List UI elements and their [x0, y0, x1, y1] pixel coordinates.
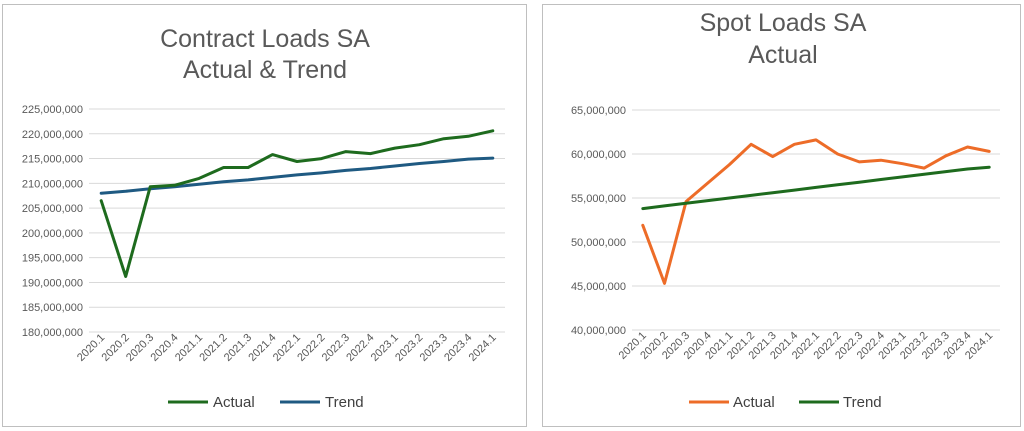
y-tick-label: 200,000,000 — [22, 228, 83, 240]
data-point-actual — [988, 150, 990, 152]
y-tick-label: 195,000,000 — [22, 253, 83, 265]
y-tick-label: 55,000,000 — [571, 193, 626, 205]
data-point-actual — [320, 158, 322, 160]
data-point-trend — [815, 186, 817, 188]
contract-loads-chart: Contract Loads SA Actual & Trend 180,000… — [22, 25, 505, 411]
data-point-trend — [296, 174, 298, 176]
data-point-trend — [945, 171, 947, 173]
spot-loads-chart: Spot Loads SA Actual 40,000,000 45,000,00… — [571, 9, 1000, 411]
y-tick-label: 205,000,000 — [22, 203, 83, 215]
series-line-actual — [641, 138, 991, 285]
data-point-trend — [223, 181, 225, 183]
legend-label-actual: Actual — [733, 394, 775, 411]
data-point-actual — [728, 164, 730, 166]
spot-loads-chart-panel: Spot Loads SA Actual 40,000,000 45,000,00… — [542, 4, 1021, 427]
data-point-actual — [174, 184, 176, 186]
data-point-actual — [663, 282, 665, 284]
y-tick-label: 190,000,000 — [22, 277, 83, 289]
data-point-trend — [345, 169, 347, 171]
data-point-trend — [728, 197, 730, 199]
data-point-trend — [198, 183, 200, 185]
data-point-trend — [663, 205, 665, 207]
data-point-trend — [467, 158, 469, 160]
chart-title-line2: Actual — [748, 41, 817, 69]
y-tick-label: 50,000,000 — [571, 237, 626, 249]
data-point-actual — [858, 161, 860, 163]
data-point-trend — [272, 176, 274, 178]
data-point-actual — [296, 161, 298, 163]
data-point-actual — [272, 154, 274, 156]
data-point-actual — [345, 151, 347, 153]
y-tick-label: 40,000,000 — [571, 325, 626, 337]
data-point-actual — [793, 143, 795, 145]
y-tick-label: 210,000,000 — [22, 178, 83, 190]
data-point-actual — [443, 138, 445, 140]
data-point-actual — [198, 177, 200, 179]
data-point-trend — [902, 176, 904, 178]
data-point-trend — [793, 189, 795, 191]
data-point-actual — [880, 159, 882, 161]
data-point-trend — [247, 179, 249, 181]
data-point-actual — [967, 146, 969, 148]
chart-legend: Actual Trend — [689, 394, 882, 411]
data-point-actual — [394, 147, 396, 149]
data-point-actual — [149, 186, 151, 188]
data-point-trend — [967, 168, 969, 170]
data-point-actual — [100, 200, 102, 202]
data-point-actual — [418, 144, 420, 146]
x-tick-label: 2024.1 — [467, 332, 499, 364]
series-line-actual — [99, 129, 495, 278]
y-tick-label: 45,000,000 — [571, 281, 626, 293]
y-tick-label: 215,000,000 — [22, 154, 83, 166]
data-point-actual — [369, 153, 371, 155]
data-point-actual — [707, 182, 709, 184]
data-point-trend — [707, 200, 709, 202]
series-line-trend — [99, 156, 495, 195]
data-point-trend — [772, 192, 774, 194]
data-point-trend — [320, 172, 322, 174]
data-point-trend — [642, 208, 644, 210]
data-point-actual — [492, 130, 494, 132]
chart-title-line1: Spot Loads SA — [700, 9, 867, 37]
data-point-actual — [815, 139, 817, 141]
data-point-trend — [100, 192, 102, 194]
data-point-trend — [858, 181, 860, 183]
data-point-trend — [837, 184, 839, 186]
data-point-actual — [125, 275, 127, 277]
data-point-trend — [394, 165, 396, 167]
data-point-actual — [902, 163, 904, 165]
y-tick-label: 185,000,000 — [22, 302, 83, 314]
chart-title-line1: Contract Loads SA — [160, 25, 370, 53]
data-point-actual — [923, 167, 925, 169]
data-point-trend — [125, 190, 127, 192]
data-point-actual — [247, 166, 249, 168]
data-point-actual — [467, 135, 469, 137]
data-point-trend — [492, 157, 494, 159]
data-point-trend — [923, 173, 925, 175]
contract-loads-chart-panel: Contract Loads SA Actual & Trend 180,000… — [2, 4, 527, 427]
data-point-actual — [750, 143, 752, 145]
y-tick-label: 225,000,000 — [22, 104, 83, 116]
data-point-trend — [418, 163, 420, 165]
data-point-trend — [443, 161, 445, 163]
data-point-trend — [369, 167, 371, 169]
y-tick-label: 65,000,000 — [571, 105, 626, 117]
y-tick-label: 220,000,000 — [22, 129, 83, 141]
data-point-trend — [880, 179, 882, 181]
chart-title-line2: Actual & Trend — [183, 56, 347, 84]
data-point-actual — [223, 166, 225, 168]
data-point-actual — [642, 224, 644, 226]
legend-label-trend: Trend — [843, 394, 882, 411]
chart-legend: Actual Trend — [168, 394, 364, 411]
data-point-actual — [772, 156, 774, 158]
data-point-trend — [750, 194, 752, 196]
data-point-actual — [945, 155, 947, 157]
data-point-actual — [837, 153, 839, 155]
data-point-trend — [988, 166, 990, 168]
y-tick-label: 180,000,000 — [22, 327, 83, 339]
legend-label-actual: Actual — [213, 394, 255, 411]
y-tick-label: 60,000,000 — [571, 149, 626, 161]
data-point-trend — [685, 202, 687, 204]
legend-label-trend: Trend — [325, 394, 364, 411]
